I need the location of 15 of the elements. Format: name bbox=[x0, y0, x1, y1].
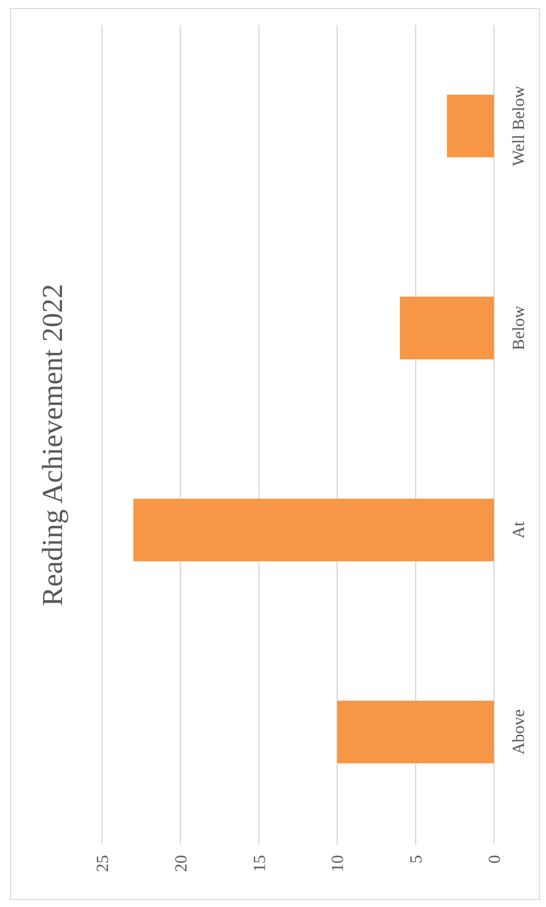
y-tick-label: At bbox=[509, 521, 528, 538]
x-tick-label: 10 bbox=[328, 855, 348, 872]
bar bbox=[133, 498, 494, 562]
x-tick-label: 25 bbox=[92, 855, 112, 872]
bar bbox=[446, 94, 494, 158]
y-tick-label: Below bbox=[509, 305, 528, 350]
x-tick-label: 5 bbox=[406, 855, 426, 864]
x-tick-label: 15 bbox=[250, 855, 269, 872]
y-tick-label: Above bbox=[509, 709, 528, 755]
bar bbox=[337, 700, 494, 764]
bar bbox=[400, 296, 494, 360]
y-tick-label: Well Below bbox=[509, 85, 528, 166]
text: Reading Achievement 2022 bbox=[37, 284, 69, 606]
x-tick-label: 20 bbox=[171, 855, 190, 872]
x-tick-label: 0 bbox=[484, 855, 504, 864]
